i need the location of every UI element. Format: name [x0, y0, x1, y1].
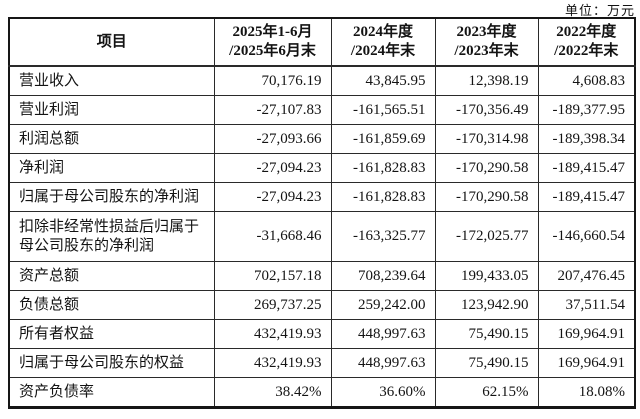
cell-value: 62.15%	[434, 377, 539, 408]
cell-value: -189,377.95	[537, 95, 636, 125]
cell-value: 169,964.91	[537, 319, 636, 349]
header-period-2022: 2022年度 /2022年末	[537, 17, 636, 67]
cell-value: 708,239.64	[330, 261, 436, 291]
cell-value: -189,398.34	[537, 124, 636, 154]
row-label: 利润总额	[8, 124, 215, 154]
cell-value: -27,093.66	[213, 124, 332, 154]
header-period-line2: /2025年6月末	[229, 43, 316, 59]
unit-label: 单位：万元	[564, 3, 635, 18]
cell-value: -27,094.23	[213, 153, 332, 183]
row-label: 营业收入	[8, 65, 215, 96]
table-row: 所有者权益 432,419.93 448,997.63 75,490.15 16…	[8, 319, 636, 349]
cell-value: -189,415.47	[537, 182, 636, 212]
cell-value: 269,737.25	[213, 290, 332, 320]
cell-value: 75,490.15	[434, 319, 539, 349]
header-period-line1: 2025年1-6月	[232, 24, 313, 41]
row-label: 负债总额	[8, 290, 215, 320]
table-row: 资产负债率 38.42% 36.60% 62.15% 18.08%	[8, 377, 636, 408]
cell-value: -172,025.77	[434, 211, 539, 262]
cell-value: -170,356.49	[434, 95, 539, 125]
row-label: 归属于母公司股东的净利润	[8, 182, 215, 212]
cell-value: 448,997.63	[330, 348, 436, 378]
cell-value: -161,828.83	[330, 153, 436, 183]
cell-value: 43,845.95	[330, 65, 436, 96]
cell-value: -31,668.46	[213, 211, 332, 262]
table-row: 归属于母公司股东的权益 432,419.93 448,997.63 75,490…	[8, 348, 636, 378]
cell-value: 18.08%	[537, 377, 636, 408]
header-period-line2: /2024年末	[350, 43, 416, 59]
cell-value: -161,859.69	[330, 124, 436, 154]
table-row: 资产总额 702,157.18 708,239.64 199,433.05 20…	[8, 261, 636, 291]
cell-value: 12,398.19	[434, 65, 539, 96]
cell-value: -170,290.58	[434, 182, 539, 212]
table-row: 营业利润 -27,107.83 -161,565.51 -170,356.49 …	[8, 95, 636, 125]
cell-value: 432,419.93	[213, 348, 332, 378]
table-row: 扣除非经常性损益后归属于母公司股东的净利润 -31,668.46 -163,32…	[8, 211, 636, 262]
header-period-2024: 2024年度 /2024年末	[330, 17, 436, 67]
header-period-line1: 2024年度	[352, 24, 413, 41]
cell-value: -161,565.51	[330, 95, 436, 125]
header-period-2023: 2023年度 /2023年末	[434, 17, 539, 67]
row-label: 扣除非经常性损益后归属于母公司股东的净利润	[8, 211, 215, 262]
header-period-line1: 2022年度	[556, 24, 617, 41]
cell-value: -189,415.47	[537, 153, 636, 183]
cell-value: -163,325.77	[330, 211, 436, 262]
header-period-line2: /2023年末	[454, 43, 519, 59]
cell-value: 207,476.45	[537, 261, 636, 291]
row-label: 资产总额	[8, 261, 215, 291]
cell-value: 38.42%	[213, 377, 332, 408]
cell-value: 4,608.83	[537, 65, 636, 96]
table-row: 负债总额 269,737.25 259,242.00 123,942.90 37…	[8, 290, 636, 320]
cell-value: 75,490.15	[434, 348, 539, 378]
cell-value: 169,964.91	[537, 348, 636, 378]
cell-value: -170,290.58	[434, 153, 539, 183]
cell-value: 259,242.00	[330, 290, 436, 320]
cell-value: 702,157.18	[213, 261, 332, 291]
header-period-line1: 2023年度	[456, 24, 517, 41]
cell-value: 36.60%	[330, 377, 436, 408]
table-header-row: 项目 2025年1-6月 /2025年6月末 2024年度 /2024年末 20…	[8, 17, 636, 67]
header-period-line2: /2022年末	[554, 43, 619, 59]
cell-value: 432,419.93	[213, 319, 332, 349]
row-label: 营业利润	[8, 95, 215, 125]
row-label: 资产负债率	[8, 377, 215, 408]
table-row: 营业收入 70,176.19 43,845.95 12,398.19 4,608…	[8, 65, 636, 96]
cell-value: 199,433.05	[434, 261, 539, 291]
cell-value: -161,828.83	[330, 182, 436, 212]
cell-value: -170,314.98	[434, 124, 539, 154]
cell-value: -27,094.23	[213, 182, 332, 212]
cell-value: 70,176.19	[213, 65, 332, 96]
row-label: 所有者权益	[8, 319, 215, 349]
table-row: 归属于母公司股东的净利润 -27,094.23 -161,828.83 -170…	[8, 182, 636, 212]
financial-summary-table: 项目 2025年1-6月 /2025年6月末 2024年度 /2024年末 20…	[8, 17, 636, 409]
cell-value: 448,997.63	[330, 319, 436, 349]
table-row: 利润总额 -27,093.66 -161,859.69 -170,314.98 …	[8, 124, 636, 154]
header-period-2025: 2025年1-6月 /2025年6月末	[213, 17, 332, 67]
cell-value: -146,660.54	[537, 211, 636, 262]
cell-value: 37,511.54	[537, 290, 636, 320]
row-label: 归属于母公司股东的权益	[8, 348, 215, 378]
header-item: 项目	[8, 17, 215, 67]
table-row: 净利润 -27,094.23 -161,828.83 -170,290.58 -…	[8, 153, 636, 183]
cell-value: -27,107.83	[213, 95, 332, 125]
row-label: 净利润	[8, 153, 215, 183]
cell-value: 123,942.90	[434, 290, 539, 320]
